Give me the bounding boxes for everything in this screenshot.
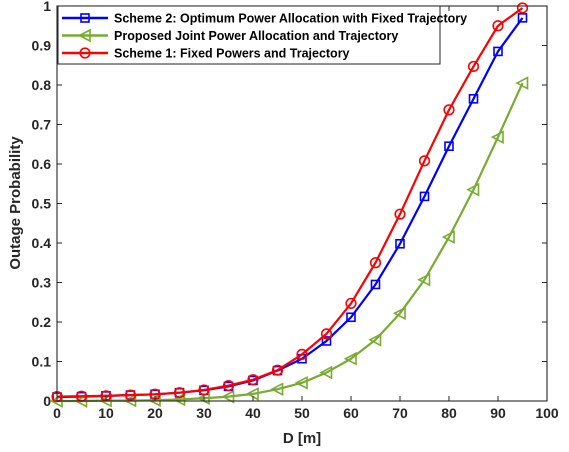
legend-entry-2: Proposed Joint Power Allocation and Traj…	[62, 28, 398, 43]
data-point	[271, 364, 284, 376]
x-axis-label: D [m]	[283, 430, 321, 447]
data-point	[221, 389, 235, 404]
y-tick-label: 0.5	[32, 196, 52, 212]
data-point	[343, 351, 357, 366]
data-point	[466, 182, 480, 197]
data-point	[441, 230, 455, 244]
data-point	[467, 60, 480, 73]
data-point	[515, 76, 529, 90]
data-point	[319, 365, 333, 380]
x-tick-label: 100	[535, 405, 559, 421]
legend: Scheme 2: Optimum Power Allocation with …	[57, 5, 467, 65]
x-tick-label: 20	[147, 405, 163, 421]
legend-marker	[79, 47, 91, 59]
y-tick-label: 0.8	[32, 77, 52, 93]
data-point	[198, 384, 210, 396]
legend-entry-3: Scheme 1: Fixed Powers and Trajectory	[62, 47, 350, 61]
legend-label: Proposed Joint Power Allocation and Traj…	[114, 29, 398, 43]
x-tick-label: 90	[490, 405, 506, 421]
data-point	[395, 238, 405, 249]
data-point	[394, 208, 406, 220]
data-point	[516, 2, 529, 14]
data-point	[296, 348, 308, 360]
y-tick-label: 0.4	[32, 235, 52, 251]
x-tick-label: 0	[53, 405, 61, 421]
x-tick-label: 40	[245, 405, 261, 421]
data-point	[369, 257, 382, 269]
data-point	[492, 20, 504, 32]
data-point	[417, 272, 431, 287]
legend-marker	[80, 13, 90, 23]
data-point	[172, 392, 186, 407]
data-point	[370, 279, 381, 290]
y-tick-label: 0.3	[32, 275, 52, 291]
data-point	[294, 376, 308, 390]
data-point	[493, 46, 503, 57]
x-tick-label: 10	[98, 405, 114, 421]
data-point	[270, 382, 284, 396]
data-point	[222, 379, 235, 392]
data-point	[392, 306, 406, 321]
data-point	[321, 336, 332, 346]
data-point	[517, 13, 528, 23]
data-point	[419, 191, 430, 202]
y-axis-label: Outage Probability	[7, 136, 24, 270]
y-tick-label: 0.2	[32, 314, 52, 330]
legend-marker	[77, 28, 91, 43]
y-tick-label: 0.7	[32, 117, 52, 133]
data-point	[173, 387, 186, 399]
x-tick-label: 70	[392, 405, 408, 421]
legend-entry-1: Scheme 2: Optimum Power Allocation with …	[62, 12, 467, 26]
y-tick-label: 1	[43, 0, 51, 14]
y-tick-label: 0.1	[32, 354, 52, 370]
data-point	[346, 312, 356, 323]
y-tick-label: 0.6	[32, 156, 52, 172]
axes-layer: 0 10 20 30 40 50 60 70 80 90 100 0 0.1 0.2 0.3 0.4 0.5 0.…	[32, 0, 559, 421]
data-point	[444, 141, 454, 152]
data-point	[418, 155, 431, 167]
legend-label: Scheme 1: Fixed Powers and Trajectory	[114, 47, 350, 61]
legend-box	[57, 5, 441, 65]
x-tick-label: 80	[441, 405, 457, 421]
data-point	[247, 374, 259, 386]
data-point	[443, 104, 455, 116]
series-layer	[49, 2, 529, 408]
data-point	[320, 328, 333, 340]
series-3	[51, 2, 529, 403]
data-point	[124, 389, 137, 401]
x-tick-label: 30	[196, 405, 212, 421]
data-point	[490, 130, 504, 144]
y-tick-label: 0.9	[32, 38, 52, 54]
data-point	[345, 297, 357, 310]
data-point	[468, 94, 479, 104]
y-tick-label: 0	[43, 393, 51, 409]
data-point	[368, 332, 382, 347]
x-tick-label: 60	[343, 405, 359, 421]
x-tick-label: 50	[294, 405, 310, 421]
legend-label: Scheme 2: Optimum Power Allocation with …	[114, 12, 467, 26]
